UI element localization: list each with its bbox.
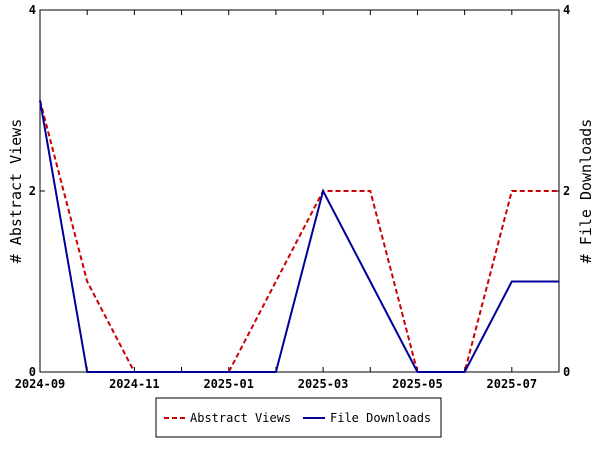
legend-label-file-downloads: File Downloads	[330, 411, 431, 425]
x-tick-label: 2024-11	[109, 377, 160, 391]
series-lines	[39, 100, 559, 373]
x-tick-label: 2025-01	[203, 377, 254, 391]
legend-label-abstract-views: Abstract Views	[190, 411, 291, 425]
y-axis-title-right: # File Downloads	[577, 119, 595, 264]
x-tick-label: 2025-05	[392, 377, 443, 391]
axis-ticks: 2024-09 2024-11 2025-01 2025-03 2025-05 2025-…	[15, 3, 571, 391]
x-tick-label: 2024-09	[15, 377, 66, 391]
y-tick-label-left: 0	[29, 365, 36, 379]
series-line-abstract-views	[39, 100, 559, 373]
y-axis-title-left: # Abstract Views	[7, 119, 25, 264]
y-tick-label-left: 4	[29, 3, 36, 17]
legend: Abstract Views File Downloads	[155, 397, 442, 438]
series-line-file-downloads	[39, 100, 559, 373]
y-tick-label-right: 2	[563, 184, 570, 198]
y-tick-label-left: 2	[29, 184, 36, 198]
y-tick-label-right: 0	[563, 365, 570, 379]
legend-box	[155, 397, 442, 438]
y-tick-label-right: 4	[563, 3, 570, 17]
x-tick-label: 2025-03	[298, 377, 349, 391]
plot-frame	[39, 9, 560, 373]
x-tick-label: 2025-07	[487, 377, 538, 391]
